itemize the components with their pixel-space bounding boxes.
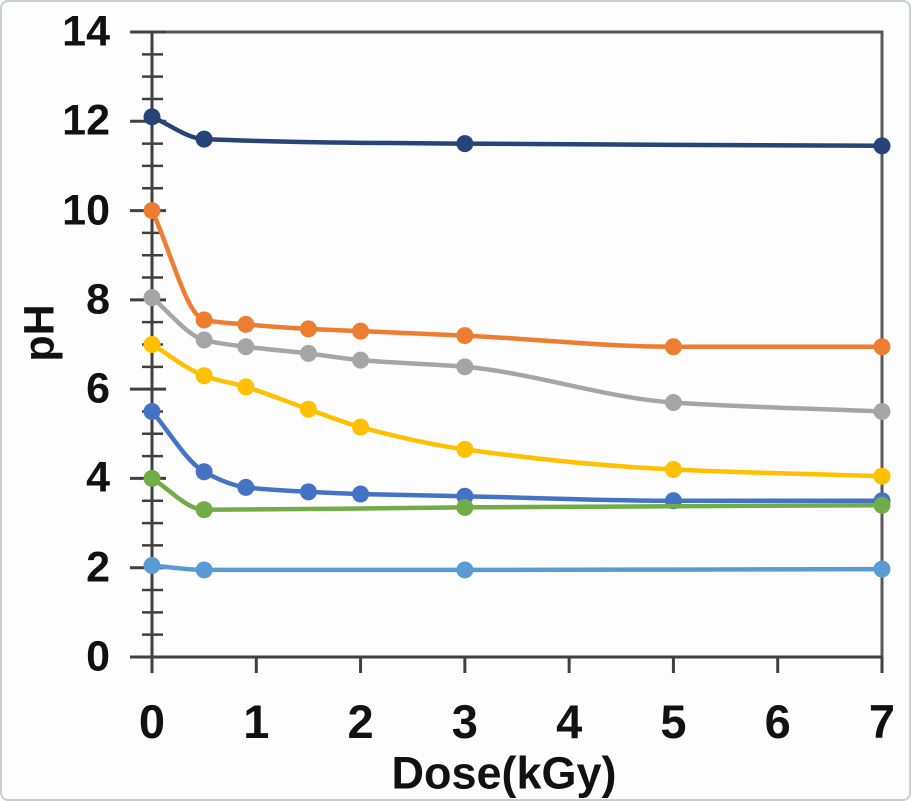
y-tick-label: 6: [86, 364, 110, 413]
marker-gray: [664, 394, 682, 412]
x-tick-label: 1: [243, 695, 270, 748]
marker-green: [195, 501, 213, 519]
marker-gray: [143, 289, 161, 307]
marker-orange: [664, 338, 682, 356]
marker-dark-blue: [873, 137, 891, 155]
marker-yellow: [299, 400, 317, 418]
marker-dark-blue: [143, 108, 161, 126]
marker-blue: [237, 478, 255, 496]
plot-border: [152, 30, 884, 657]
marker-dark-blue: [456, 135, 474, 153]
marker-orange: [143, 202, 161, 220]
marker-green: [143, 469, 161, 487]
series-line-yellow: [149, 342, 885, 479]
marker-orange: [873, 338, 891, 356]
marker-blue: [352, 485, 370, 503]
marker-light-blue: [195, 561, 213, 579]
x-tick-label: 3: [451, 695, 478, 748]
series-line-orange: [149, 208, 885, 349]
y-tick-label: 2: [86, 543, 110, 592]
series-line-light-blue: [149, 563, 885, 573]
series-line-gray: [149, 295, 885, 414]
marker-yellow: [873, 467, 891, 485]
y-tick-label: 10: [62, 186, 110, 235]
marker-gray: [299, 344, 317, 362]
x-tick-label: 4: [556, 695, 583, 748]
y-tick-label: 12: [62, 96, 110, 145]
series-line-dark-blue: [149, 114, 885, 149]
x-tick-label: 6: [764, 695, 791, 748]
x-axis-title: Dose(kGy): [391, 747, 617, 799]
marker-yellow: [143, 336, 161, 353]
marker-gray: [195, 331, 213, 349]
marker-gray: [237, 338, 255, 356]
marker-gray: [456, 358, 474, 376]
x-tick-label: 7: [868, 695, 896, 748]
marker-yellow: [664, 461, 682, 478]
series-line-green: [149, 476, 885, 512]
y-tick-label: 8: [86, 275, 110, 324]
y-tick-label: 0: [86, 632, 110, 681]
marker-orange: [352, 322, 370, 340]
marker-orange: [299, 320, 317, 338]
marker-blue: [195, 463, 213, 481]
x-tick-label: 2: [347, 695, 374, 748]
marker-orange: [456, 327, 474, 345]
y-axis-title: pH: [15, 304, 64, 362]
y-tick-label: 14: [62, 7, 110, 56]
marker-light-blue: [143, 556, 161, 574]
marker-green: [873, 496, 891, 514]
marker-light-blue: [456, 561, 474, 579]
marker-yellow: [352, 418, 370, 436]
x-tick-label: 5: [660, 695, 687, 748]
marker-yellow: [237, 378, 255, 396]
marker-yellow: [195, 367, 213, 385]
marker-dark-blue: [195, 130, 213, 148]
y-tick-label: 4: [86, 453, 110, 502]
marker-yellow: [456, 440, 474, 458]
marker-orange: [195, 311, 213, 329]
marker-gray: [352, 351, 370, 369]
marker-blue: [299, 483, 317, 501]
marker-gray: [873, 402, 891, 420]
marker-orange: [237, 315, 255, 333]
x-tick-label: 0: [138, 695, 166, 748]
marker-blue: [143, 402, 161, 420]
series-line-blue: [149, 409, 885, 504]
marker-light-blue: [873, 560, 891, 578]
marker-green: [456, 498, 474, 516]
